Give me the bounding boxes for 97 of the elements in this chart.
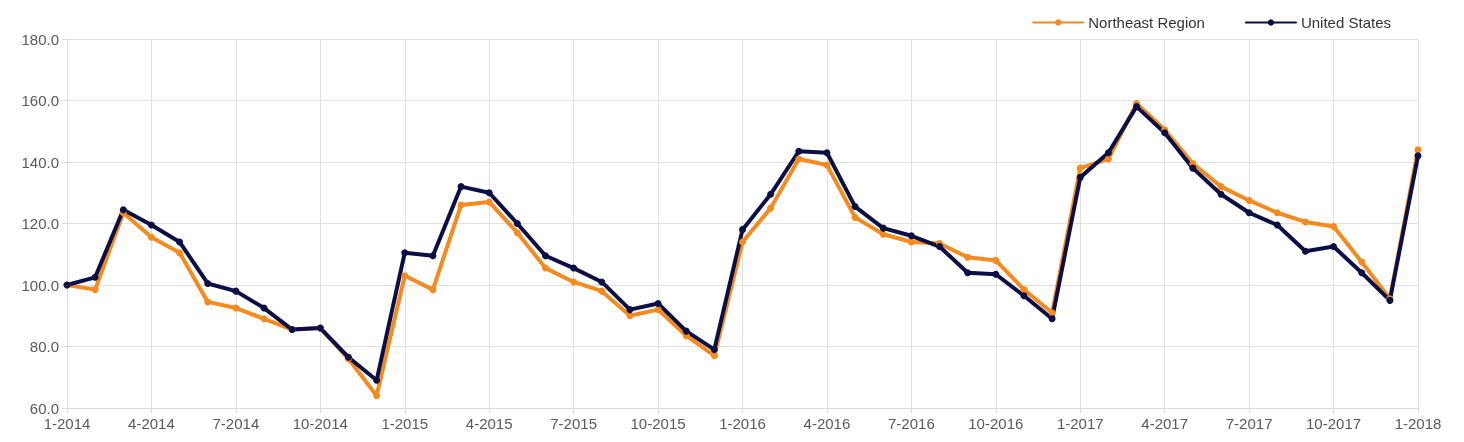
point (1273, 209, 1281, 217)
point (260, 315, 268, 323)
point (879, 230, 887, 238)
point (598, 278, 606, 286)
point (204, 279, 212, 287)
point (851, 213, 859, 221)
point (429, 286, 437, 294)
x-tick-label: 4-2017 (1141, 415, 1189, 432)
point (879, 224, 887, 232)
point (457, 183, 465, 191)
point (513, 220, 521, 227)
point (91, 273, 99, 281)
point (739, 226, 746, 234)
point (1104, 149, 1112, 157)
point (907, 238, 915, 246)
point (654, 299, 662, 307)
point (1217, 190, 1225, 198)
x-tick-label: 4-2016 (803, 415, 851, 432)
point (992, 256, 1000, 264)
point (1330, 243, 1338, 251)
point (1330, 223, 1338, 231)
x-tick-label: 1-2014 (43, 415, 91, 432)
y-tick-label: 180.0 (21, 30, 59, 48)
point (795, 155, 803, 163)
point (739, 238, 746, 246)
x-tick-label: 10-2017 (1306, 415, 1362, 432)
point (176, 238, 184, 246)
y-tick-label: 100.0 (21, 276, 59, 294)
point (598, 287, 606, 295)
x-tick-label: 7-2015 (550, 415, 597, 432)
point (485, 198, 493, 206)
point (1301, 247, 1309, 255)
point (795, 147, 803, 155)
point (541, 252, 549, 260)
point (429, 252, 437, 260)
point (1301, 218, 1309, 226)
point (1048, 309, 1056, 317)
point (1020, 286, 1028, 294)
point (1273, 221, 1281, 229)
x-tick-label: 10-2016 (968, 415, 1024, 432)
x-tick-label: 1-2016 (719, 415, 766, 432)
point (570, 278, 578, 286)
point (964, 269, 972, 277)
point (1245, 209, 1253, 217)
point (1358, 269, 1366, 277)
point (1076, 164, 1084, 172)
point (1104, 155, 1112, 163)
point (373, 392, 381, 400)
x-tick-label: 7-2014 (212, 415, 260, 432)
point (232, 287, 240, 295)
x-tick-label: 1-2015 (381, 415, 429, 432)
point (176, 249, 184, 257)
point (682, 327, 690, 335)
point (1358, 258, 1366, 266)
point (936, 243, 944, 251)
y-tick-label: 160.0 (21, 92, 59, 109)
y-tick-label: 120.0 (21, 215, 59, 232)
point (992, 270, 1000, 278)
point (654, 306, 662, 314)
point (541, 264, 549, 272)
x-tick-label: 4-2014 (128, 415, 175, 432)
legend-label: Northeast Region (1088, 14, 1205, 31)
point (485, 189, 493, 197)
point (401, 249, 409, 257)
y-tick-label: 140.0 (21, 153, 59, 171)
point (767, 204, 775, 212)
point (626, 306, 634, 314)
x-tick-label: 7-2017 (1225, 415, 1273, 432)
point (232, 304, 240, 312)
x-tick-label: 10-2015 (630, 415, 686, 432)
point (1217, 183, 1225, 191)
point (823, 149, 831, 157)
point (513, 229, 521, 237)
x-tick-label: 10-2014 (292, 415, 348, 432)
y-tick-label: 60.0 (29, 399, 59, 417)
point (710, 352, 718, 360)
point (91, 286, 99, 294)
point (907, 232, 915, 240)
point (1020, 292, 1028, 300)
point (147, 233, 155, 241)
x-tick-label: 4-2015 (465, 415, 513, 432)
point (1048, 315, 1056, 323)
point (1189, 164, 1197, 172)
point (851, 203, 859, 211)
legend-label: United States (1300, 14, 1392, 31)
point (964, 253, 972, 261)
point (767, 190, 775, 198)
point (710, 346, 718, 354)
point (1245, 196, 1253, 204)
x-tick-label: 7-2016 (888, 415, 935, 432)
x-tick-label: 1-2017 (1056, 415, 1104, 432)
point (204, 298, 212, 306)
point (570, 264, 578, 272)
point (147, 221, 155, 229)
x-tick-label: 1-2018 (1394, 415, 1442, 432)
y-tick-label: 80.0 (29, 338, 59, 355)
point (1076, 173, 1084, 181)
